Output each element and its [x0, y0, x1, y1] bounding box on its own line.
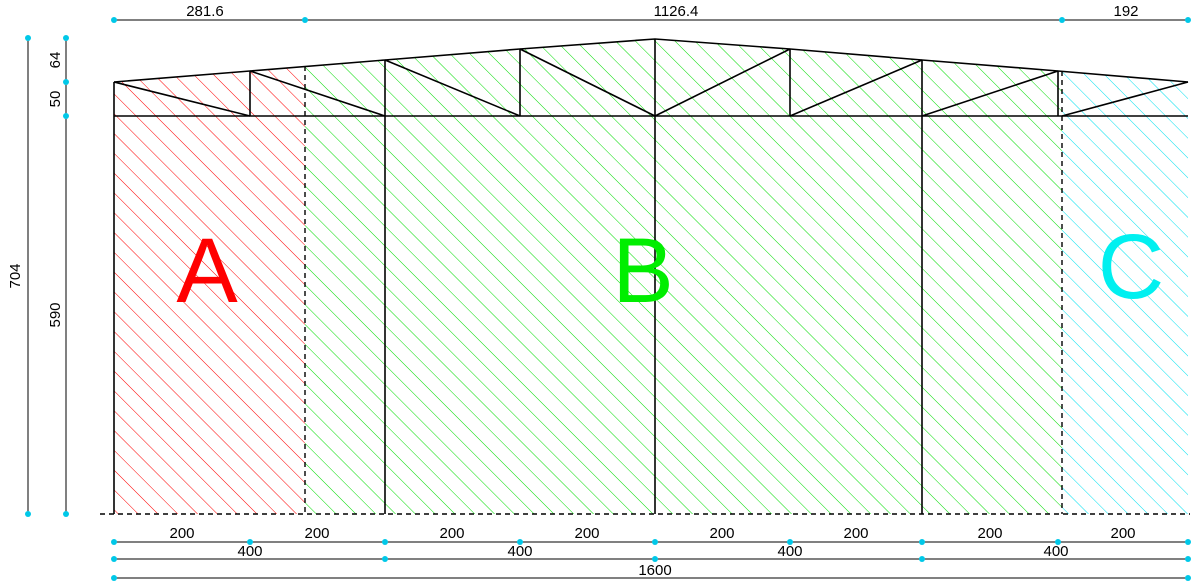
bottom-dim-8: 200 [1110, 525, 1135, 542]
zone-label-b: B [612, 220, 673, 322]
zone-c-hatch [1062, 71, 1188, 514]
top-dim-a: 281.6 [186, 3, 224, 20]
bottom-dim-total: 1600 [638, 562, 671, 579]
bottom-dim-5: 200 [709, 525, 734, 542]
bottom-dim-1: 200 [169, 525, 194, 542]
zone-b-hatch [305, 39, 1062, 514]
left-dimension-lines: 704 64 50 590 [7, 35, 69, 517]
left-dim-upper: 64 [47, 52, 64, 69]
zone-a-hatch [114, 66, 305, 514]
zone-label-c: C [1098, 216, 1164, 318]
bottom-dim-3: 200 [439, 525, 464, 542]
left-dim-lower: 590 [47, 302, 64, 327]
bottom-dim-400-4: 400 [1043, 543, 1068, 560]
top-dimension-line: 281.6 1126.4 192 [111, 3, 1191, 23]
bottom-dimension-lines: 200 200 200 200 200 200 200 200 400 400 … [111, 525, 1191, 581]
bottom-dim-2: 200 [304, 525, 329, 542]
bottom-dim-400-1: 400 [237, 543, 262, 560]
bottom-dim-7: 200 [977, 525, 1002, 542]
left-dim-middle: 50 [47, 91, 64, 108]
zone-boundaries [100, 66, 1190, 515]
left-dim-total: 704 [7, 263, 24, 288]
top-dim-b: 1126.4 [654, 3, 699, 20]
structure-frame [113, 38, 1189, 514]
bottom-dim-400-2: 400 [507, 543, 532, 560]
zone-label-a: A [176, 220, 238, 322]
bottom-dim-6: 200 [843, 525, 868, 542]
bottom-dim-400-3: 400 [777, 543, 802, 560]
top-dim-c: 192 [1113, 3, 1138, 20]
bottom-dim-4: 200 [574, 525, 599, 542]
